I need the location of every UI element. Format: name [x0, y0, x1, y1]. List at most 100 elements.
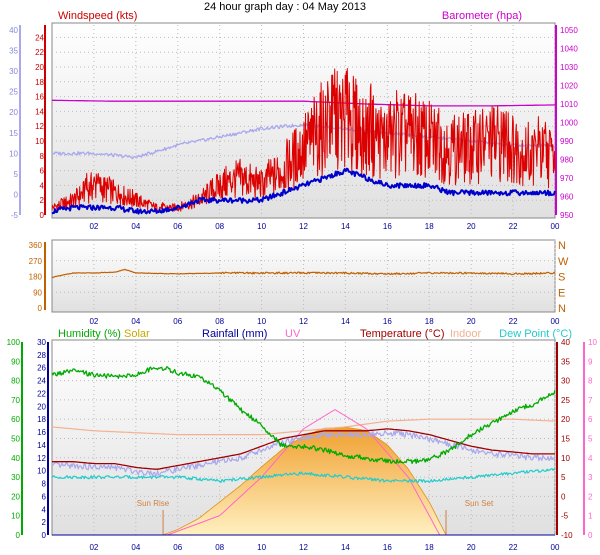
rainfall-tick-label: 28	[37, 351, 46, 360]
uv-tick-label: 8	[588, 377, 593, 386]
humidity-tick-label: 70	[11, 396, 20, 405]
uv-tick-label: 2	[588, 492, 593, 501]
temperature-tick-label: 20	[561, 415, 570, 424]
uv-tick-label: 3	[588, 473, 593, 482]
rainfall-tick-label: 10	[37, 467, 46, 476]
compass-label: E	[558, 287, 565, 299]
x-tick-label: 22	[509, 317, 518, 326]
humidity-tick-label: 50	[11, 435, 20, 444]
page-title: 24 hour graph day : 04 May 2013	[204, 1, 366, 13]
rainfall-tick-label: 6	[42, 492, 47, 501]
windspeed-tick-label: 2	[40, 196, 45, 205]
x-tick-label: 14	[341, 317, 350, 326]
solar-area	[162, 426, 447, 536]
x-tick-label: 16	[383, 543, 392, 552]
rainfall-tick-label: 18	[37, 415, 46, 424]
outer-temp-tick-label: 35	[9, 47, 18, 56]
x-tick-label: 12	[299, 317, 308, 326]
rainfall-tick-label: 16	[37, 428, 46, 437]
temperature-label: Temperature (°C)	[360, 328, 444, 340]
outer-temp-tick-label: 15	[9, 129, 18, 138]
rainfall-tick-label: 12	[37, 454, 46, 463]
x-tick-label: 06	[173, 543, 182, 552]
humidity-label: Humidity (%)	[58, 328, 121, 340]
barometer-tick-label: 990	[560, 137, 574, 146]
x-tick-label: 20	[467, 317, 476, 326]
temperature-tick-label: -5	[561, 512, 569, 521]
uv-tick-label: 0	[588, 531, 593, 540]
temperature-tick-label: 40	[561, 338, 570, 347]
outer-temp-tick-label: 40	[9, 26, 18, 35]
indoor-line	[51, 418, 556, 436]
temperature-tick-label: 25	[561, 396, 570, 405]
humidity-tick-label: 0	[16, 531, 21, 540]
outer-temp-tick-label: 10	[9, 149, 18, 158]
x-tick-label: 06	[173, 317, 182, 326]
humidity-tick-label: 30	[11, 473, 20, 482]
indoor-label: Indoor	[450, 328, 482, 340]
x-tick-label: 00	[551, 543, 560, 552]
uv-tick-label: 5	[588, 435, 593, 444]
x-tick-label: 18	[425, 317, 434, 326]
dewpoint-label: Dew Point (°C)	[499, 328, 572, 340]
windspeed-tick-label: 24	[35, 33, 44, 42]
temperature-light-line	[51, 430, 556, 477]
windspeed-line	[51, 68, 556, 212]
uv-tick-label: 1	[588, 512, 593, 521]
x-tick-label: 04	[131, 543, 140, 552]
x-tick-label: 10	[257, 222, 266, 231]
x-tick-label: 02	[89, 543, 98, 552]
outer-temp-tick-label: -5	[11, 211, 19, 220]
rainfall-label: Rainfall (mm)	[202, 328, 267, 340]
uv-label: UV	[285, 328, 301, 340]
uv-tick-label: 7	[588, 396, 593, 405]
x-tick-label: 00	[551, 317, 560, 326]
barometer-tick-label: 1000	[560, 119, 578, 128]
humidity-tick-label: 10	[11, 512, 20, 521]
rainfall-tick-label: 24	[37, 377, 46, 386]
x-tick-label: 00	[551, 222, 560, 231]
sun-set-label: Sun Set	[465, 499, 494, 508]
sun-rise-label: Sun Rise	[137, 499, 170, 508]
dewpoint-line	[51, 467, 556, 484]
temperature-tick-label: 5	[561, 473, 566, 482]
x-tick-label: 06	[173, 222, 182, 231]
windspeed-tick-label: 0	[40, 211, 45, 220]
rainfall-tick-label: 2	[42, 518, 47, 527]
x-tick-label: 20	[467, 543, 476, 552]
average-wind-line	[51, 167, 556, 215]
x-tick-label: 14	[341, 543, 350, 552]
x-tick-label: 18	[425, 543, 434, 552]
humidity-tick-label: 60	[11, 415, 20, 424]
barometer-tick-label: 950	[560, 211, 574, 220]
direction-tick-label: 360	[29, 241, 43, 250]
windspeed-tick-label: 20	[35, 63, 44, 72]
compass-label: S	[558, 272, 565, 284]
x-tick-label: 16	[383, 317, 392, 326]
rainfall-tick-label: 22	[37, 389, 46, 398]
windspeed-tick-label: 10	[35, 137, 44, 146]
windspeed-tick-label: 6	[40, 167, 45, 176]
x-tick-label: 08	[215, 222, 224, 231]
direction-tick-label: 270	[29, 257, 43, 266]
rainfall-tick-label: 20	[37, 402, 46, 411]
direction-tick-label: 0	[38, 304, 43, 313]
x-tick-label: 08	[215, 317, 224, 326]
humidity-tick-label: 80	[11, 377, 20, 386]
windspeed-tick-label: 22	[35, 48, 44, 57]
temperature-tick-label: 30	[561, 377, 570, 386]
uv-tick-label: 9	[588, 357, 593, 366]
rainfall-tick-label: 26	[37, 364, 46, 373]
x-tick-label: 14	[341, 222, 350, 231]
direction-tick-label: 90	[33, 288, 42, 297]
humidity-tick-label: 100	[7, 338, 21, 347]
temperature-tick-label: 10	[561, 454, 570, 463]
x-tick-label: 02	[89, 222, 98, 231]
barometer-tick-label: 980	[560, 156, 574, 165]
barometer-tick-label: 960	[560, 193, 574, 202]
barometer-tick-label: 1020	[560, 82, 578, 91]
temperature-tick-label: 0	[561, 492, 566, 501]
uv-tick-label: 4	[588, 454, 593, 463]
